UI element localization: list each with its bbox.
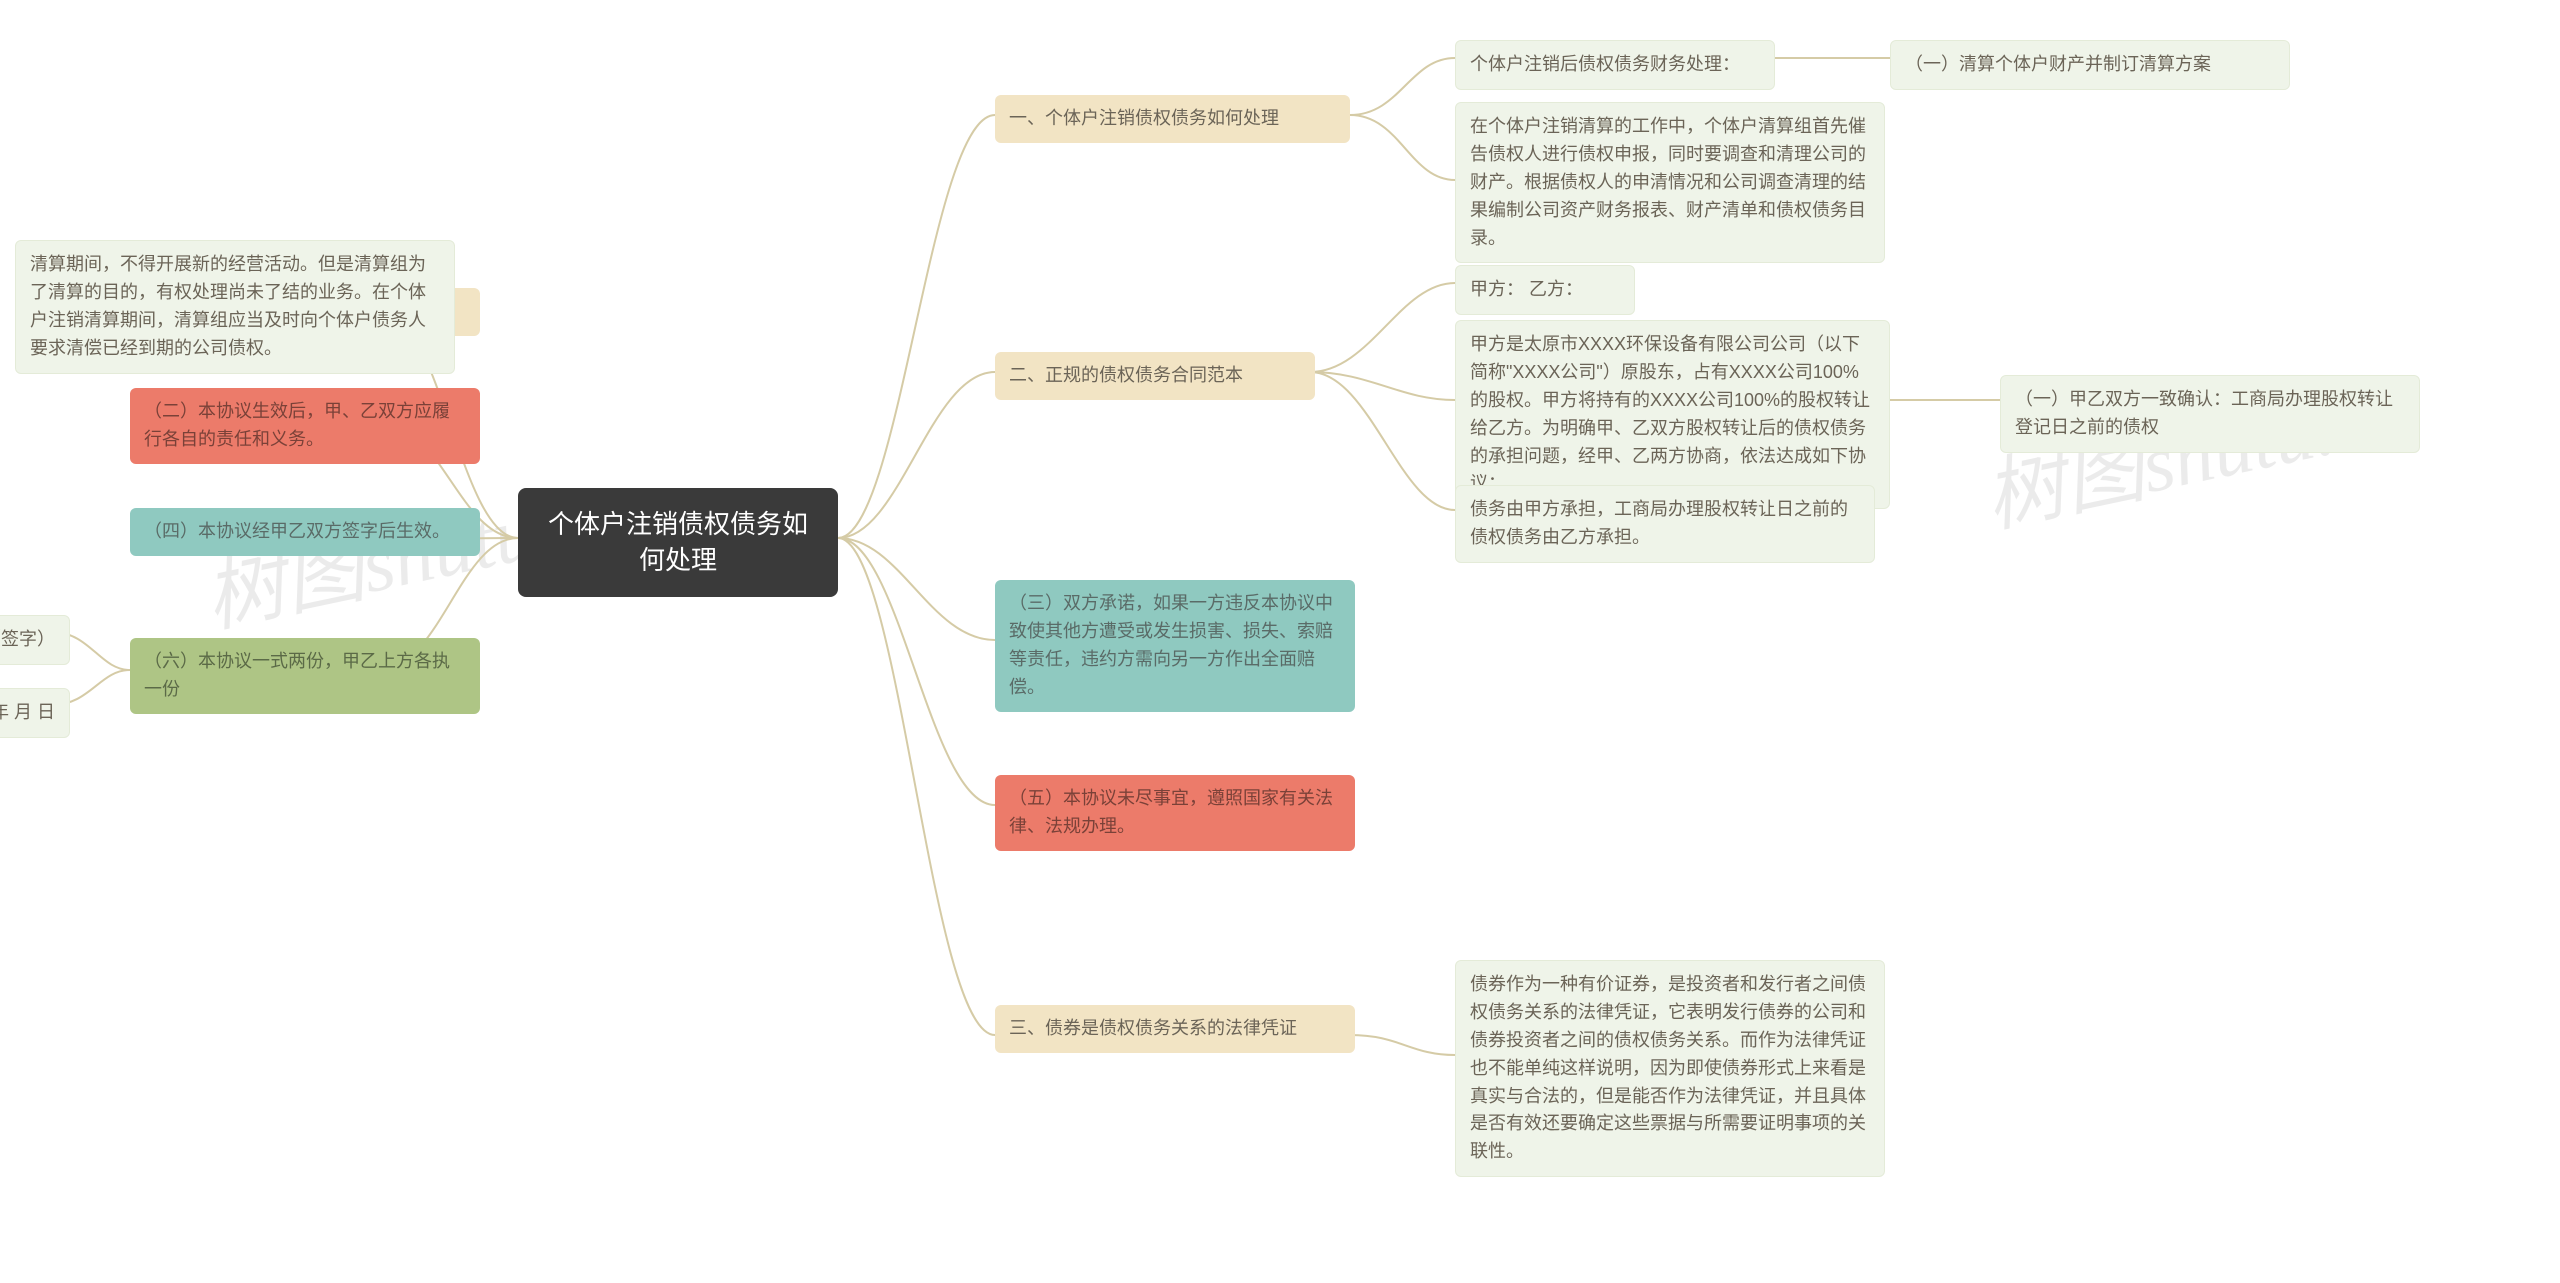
branch-l2-label: （二）本协议生效后，甲、乙双方应履行各自的责任和义务。 [144, 401, 450, 449]
branch-l4: （六）本协议一式两份，甲乙上方各执一份 [130, 638, 480, 714]
center-text: 个体户注销债权债务如何处理 [548, 509, 808, 575]
leaf-l4-2: 年 月 日 年 月 日 [0, 688, 70, 738]
leaf-r5-text: 债券作为一种有价证券，是投资者和发行者之间债权债务关系的法律凭证，它表明发行债券… [1470, 974, 1866, 1161]
branch-l2: （二）本协议生效后，甲、乙双方应履行各自的责任和义务。 [130, 388, 480, 464]
branch-r2: 二、正规的债权债务合同范本 [995, 352, 1315, 400]
leaf-r2-2: 甲方是太原市XXXX环保设备有限公司公司（以下简称"XXXX公司"）原股东，占有… [1455, 320, 1890, 509]
branch-r4-label: （五）本协议未尽事宜，遵照国家有关法律、法规办理。 [1009, 788, 1333, 836]
leaf-r1-2-text: 在个体户注销清算的工作中，个体户清算组首先催告债权人进行债权申报，同时要调查和清… [1470, 116, 1866, 248]
branch-r1-label: 一、个体户注销债权债务如何处理 [1009, 108, 1279, 128]
leaf-r2-3: 债务由甲方承担，工商局办理股权转让日之前的债权债务由乙方承担。 [1455, 485, 1875, 563]
leaf-l4-1-text: 甲方：（签字）乙方：（签字） [0, 629, 55, 649]
center-node: 个体户注销债权债务如何处理 [518, 488, 838, 597]
leaf-r2-3-text: 债务由甲方承担，工商局办理股权转让日之前的债权债务由乙方承担。 [1470, 499, 1848, 547]
branch-r5-label: 三、债券是债权债务关系的法律凭证 [1009, 1018, 1297, 1038]
leaf-l1-text: 清算期间，不得开展新的经营活动。但是清算组为了清算的目的，有权处理尚未了结的业务… [30, 254, 426, 358]
leaf-r1-1-sub: （一）清算个体户财产并制订清算方案 [1890, 40, 2290, 90]
branch-l4-label: （六）本协议一式两份，甲乙上方各执一份 [144, 651, 450, 699]
leaf-r2-2-text: 甲方是太原市XXXX环保设备有限公司公司（以下简称"XXXX公司"）原股东，占有… [1470, 334, 1870, 493]
leaf-l1: 清算期间，不得开展新的经营活动。但是清算组为了清算的目的，有权处理尚未了结的业务… [15, 240, 455, 374]
leaf-r2-2-sub: （一）甲乙双方一致确认：工商局办理股权转让登记日之前的债权 [2000, 375, 2420, 453]
leaf-r2-2-sub-text: （一）甲乙双方一致确认：工商局办理股权转让登记日之前的债权 [2015, 389, 2393, 437]
branch-l3-label: （四）本协议经甲乙双方签字后生效。 [144, 521, 450, 541]
branch-r3-label: （三）双方承诺，如果一方违反本协议中致使其他方遭受或发生损害、损失、索赔等责任，… [1009, 593, 1333, 697]
leaf-r1-1-text: 个体户注销后债权债务财务处理： [1470, 54, 1740, 74]
leaf-r1-2: 在个体户注销清算的工作中，个体户清算组首先催告债权人进行债权申报，同时要调查和清… [1455, 102, 1885, 263]
branch-r2-label: 二、正规的债权债务合同范本 [1009, 365, 1243, 385]
leaf-r5: 债券作为一种有价证券，是投资者和发行者之间债权债务关系的法律凭证，它表明发行债券… [1455, 960, 1885, 1177]
branch-r1: 一、个体户注销债权债务如何处理 [995, 95, 1350, 143]
branch-r4: （五）本协议未尽事宜，遵照国家有关法律、法规办理。 [995, 775, 1355, 851]
leaf-r1-1-sub-text: （一）清算个体户财产并制订清算方案 [1905, 54, 2211, 74]
leaf-l4-1: 甲方：（签字）乙方：（签字） [0, 615, 70, 665]
leaf-r2-1-text: 甲方： 乙方： [1470, 279, 1583, 299]
branch-l3: （四）本协议经甲乙双方签字后生效。 [130, 508, 480, 556]
leaf-r2-1: 甲方： 乙方： [1455, 265, 1635, 315]
leaf-r1-1: 个体户注销后债权债务财务处理： [1455, 40, 1775, 90]
branch-r5: 三、债券是债权债务关系的法律凭证 [995, 1005, 1355, 1053]
branch-r3: （三）双方承诺，如果一方违反本协议中致使其他方遭受或发生损害、损失、索赔等责任，… [995, 580, 1355, 712]
leaf-l4-2-text: 年 月 日 年 月 日 [0, 702, 55, 722]
